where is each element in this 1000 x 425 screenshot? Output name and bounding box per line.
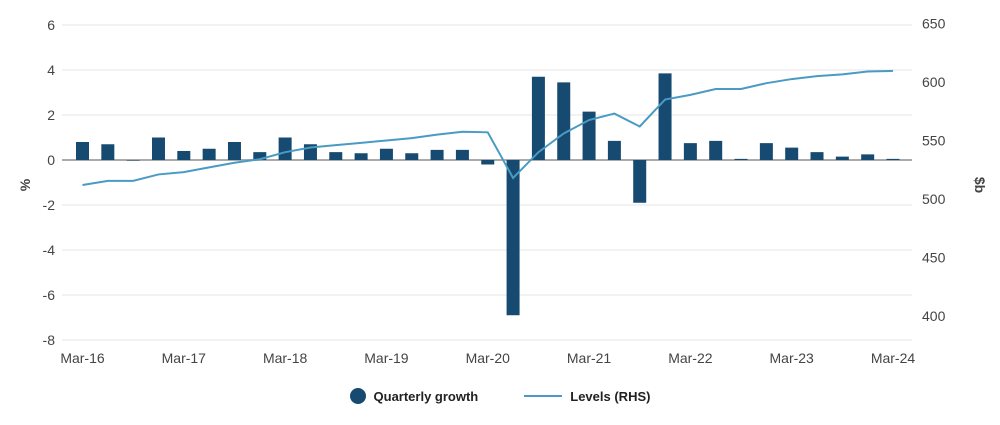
- bar: [734, 158, 748, 160]
- bar: [481, 160, 495, 165]
- y-tick-label: -4: [43, 242, 56, 258]
- bar: [835, 156, 849, 160]
- bar: [810, 152, 824, 160]
- x-tick-label: Mar-22: [668, 350, 713, 366]
- bar: [709, 140, 723, 160]
- bar: [557, 82, 571, 160]
- bar: [607, 140, 621, 160]
- bar: [886, 158, 900, 160]
- bar: [759, 143, 773, 160]
- x-tick-label: Mar-23: [770, 350, 815, 366]
- bar: [101, 144, 115, 160]
- y2-tick-label: 400: [922, 308, 946, 324]
- bar: [405, 153, 419, 160]
- x-tick-label: Mar-17: [162, 350, 207, 366]
- bar: [278, 137, 292, 160]
- bar: [861, 154, 875, 160]
- y-tick-label: -6: [43, 287, 56, 303]
- y-tick-label: -2: [43, 197, 56, 213]
- bar: [354, 153, 368, 160]
- bar: [658, 73, 672, 160]
- y-tick-label: 0: [47, 152, 55, 168]
- bar: [126, 160, 140, 161]
- x-tick-label: Mar-20: [466, 350, 511, 366]
- x-tick-label: Mar-18: [263, 350, 308, 366]
- y2-tick-label: 500: [922, 191, 946, 207]
- x-tick-label: Mar-24: [871, 350, 916, 366]
- bar: [582, 111, 596, 160]
- y2-tick-label: 550: [922, 133, 946, 149]
- y2-tick-label: 600: [922, 74, 946, 90]
- bar: [151, 137, 165, 160]
- y-tick-label: 4: [47, 62, 55, 78]
- bar: [76, 142, 89, 160]
- y-tick-label: 6: [47, 17, 55, 33]
- chart-plot: -8 -6 -4 -2 0 2 4 6 400 450 500 550 600 650 Mar-16 Mar-…: [17, 16, 988, 367]
- legend-item-levels: Levels (RHS): [524, 388, 650, 404]
- y-axis-label: %: [17, 178, 33, 191]
- legend-line-icon: [524, 395, 563, 397]
- bar: [785, 147, 799, 160]
- legend-dot-icon: [349, 388, 366, 404]
- x-tick-label: Mar-21: [567, 350, 612, 366]
- y-tick-label: -8: [43, 332, 56, 348]
- bar: [506, 160, 520, 316]
- bar: [531, 76, 545, 160]
- bar: [633, 160, 647, 203]
- y2-tick-label: 650: [922, 16, 946, 32]
- y-tick-label: 2: [47, 107, 55, 123]
- bar: [379, 148, 393, 160]
- bar: [683, 143, 697, 160]
- legend-label: Quarterly growth: [373, 388, 479, 404]
- x-tick-label: Mar-19: [364, 350, 409, 366]
- bar: [253, 152, 267, 160]
- legend: Quarterly growth Levels (RHS): [0, 388, 1000, 404]
- legend-item-quarterly-growth: Quarterly growth: [349, 388, 479, 404]
- bar: [227, 142, 241, 160]
- bar: [455, 149, 469, 160]
- levels-line: [82, 69, 894, 186]
- y2-axis-label: $b: [972, 177, 988, 193]
- bar: [202, 148, 216, 160]
- bar: [430, 149, 444, 160]
- y2-tick-label: 450: [922, 250, 946, 266]
- bar: [329, 152, 343, 160]
- x-tick-label: Mar-16: [60, 350, 105, 366]
- bar: [177, 151, 191, 160]
- legend-label: Levels (RHS): [570, 388, 651, 404]
